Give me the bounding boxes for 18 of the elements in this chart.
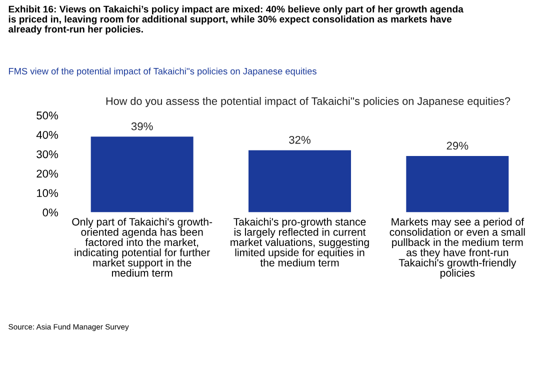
y-tick-label: 40% — [36, 130, 58, 139]
x-tick-label: Only part of Takaichi's growth- oriented agenda has been factored into the market, indicating potential for further market support in the medium term — [72, 218, 212, 277]
data-label: 32% — [289, 136, 310, 144]
y-tick-label: 0% — [42, 208, 58, 216]
x-tick-label: Markets may see a period of consolidation or even a small pullback in the medium term as they have front-run Takaichi's growth-friendly policies — [390, 218, 525, 279]
x-tick-label: Takaichi's pro-growth stance is largely reflected in current market valuations, suggesting limited upside for equities in the medium term — [230, 218, 369, 266]
bar — [406, 156, 509, 212]
text: How do you assess the potential impact of Takaichi''s policies on Japanese equities? — [106, 96, 510, 108]
y-tick-label: 10% — [37, 189, 58, 198]
data-label: 39% — [131, 122, 153, 130]
chart-subtitle: FMS view of the potential impact of Takaichi''s policies on Japanese equities — [9, 68, 316, 76]
y-tick-label: 20% — [36, 170, 58, 178]
y-tick-label: 50% — [36, 112, 58, 120]
y-tick-label: 30% — [36, 150, 58, 158]
data-label: 29% — [446, 142, 468, 150]
bar — [248, 150, 351, 212]
bar — [90, 136, 194, 212]
chart-title: Exhibit 16: Views on Takaichi’s policy impact are mixed: 40% believe only part of her growth agenda is priced in, leaving room for additional support, while 30% expect consolidation as markets have already front-run her policies. — [8, 5, 464, 34]
